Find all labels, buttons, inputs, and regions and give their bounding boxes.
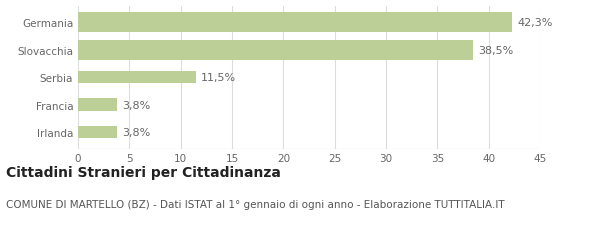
Text: 38,5%: 38,5%: [478, 46, 514, 56]
Text: 11,5%: 11,5%: [201, 73, 236, 83]
Text: 42,3%: 42,3%: [517, 18, 553, 28]
Text: 3,8%: 3,8%: [122, 128, 151, 137]
Bar: [78, 126, 117, 139]
Bar: [78, 99, 117, 111]
Text: Cittadini Stranieri per Cittadinanza: Cittadini Stranieri per Cittadinanza: [6, 165, 281, 179]
Text: 3,8%: 3,8%: [122, 100, 151, 110]
Bar: [78, 14, 512, 33]
Bar: [78, 41, 473, 60]
Bar: [78, 72, 196, 84]
Text: COMUNE DI MARTELLO (BZ) - Dati ISTAT al 1° gennaio di ogni anno - Elaborazione T: COMUNE DI MARTELLO (BZ) - Dati ISTAT al …: [6, 199, 505, 209]
